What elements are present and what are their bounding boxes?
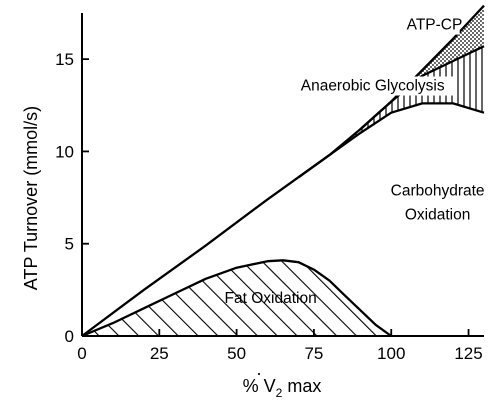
carbohydrate-oxidation-line: [81, 102, 485, 337]
x-tick-label-50: 50: [227, 344, 246, 363]
x-axis-title: % V2 max: [243, 376, 322, 400]
x-tick-label-75: 75: [304, 344, 323, 363]
label-oxidation: Oxidation: [405, 207, 470, 224]
y-tick-label-10: 10: [55, 142, 74, 161]
label-anaerobic-glycolysis-backdrop: [288, 76, 457, 96]
chart-annotations: ATP-CP Anaerobic Glycolysis Carbohydrate Ox…: [225, 15, 485, 307]
x-tick-label-0: 0: [77, 344, 86, 363]
chart-curve-layer: [81, 4, 485, 338]
label-fat-oxidation: Fat Oxidation: [225, 290, 317, 307]
x-tick-label-25: 25: [150, 344, 169, 363]
v-dot-accent: ·: [256, 363, 262, 383]
label-anaerobic-glycolysis: Anaerobic Glycolysis: [301, 78, 445, 95]
chart-area-layer: [82, 5, 484, 336]
label-atp-cp: ATP-CP: [407, 17, 463, 34]
y-tick-label-0: 0: [65, 327, 74, 346]
chart-axes: [81, 13, 484, 337]
x-tick-label-100: 100: [377, 344, 405, 363]
chart-ticks: 0 25 50 75 100 125 0 5 10 15: [55, 50, 483, 363]
fat-oxidation-area: [82, 260, 392, 336]
label-atp-cp-backdrop: [409, 15, 460, 35]
x-tick-label-125: 125: [454, 344, 482, 363]
atp-cp-line: [359, 4, 485, 131]
y-axis-title: ATP Turnover (mmol/s): [21, 106, 41, 290]
label-carbohydrate: Carbohydrate: [391, 183, 485, 200]
fat-oxidation-line: [81, 259, 392, 338]
y-tick-label-15: 15: [55, 50, 74, 69]
y-tick-label-5: 5: [65, 235, 74, 254]
